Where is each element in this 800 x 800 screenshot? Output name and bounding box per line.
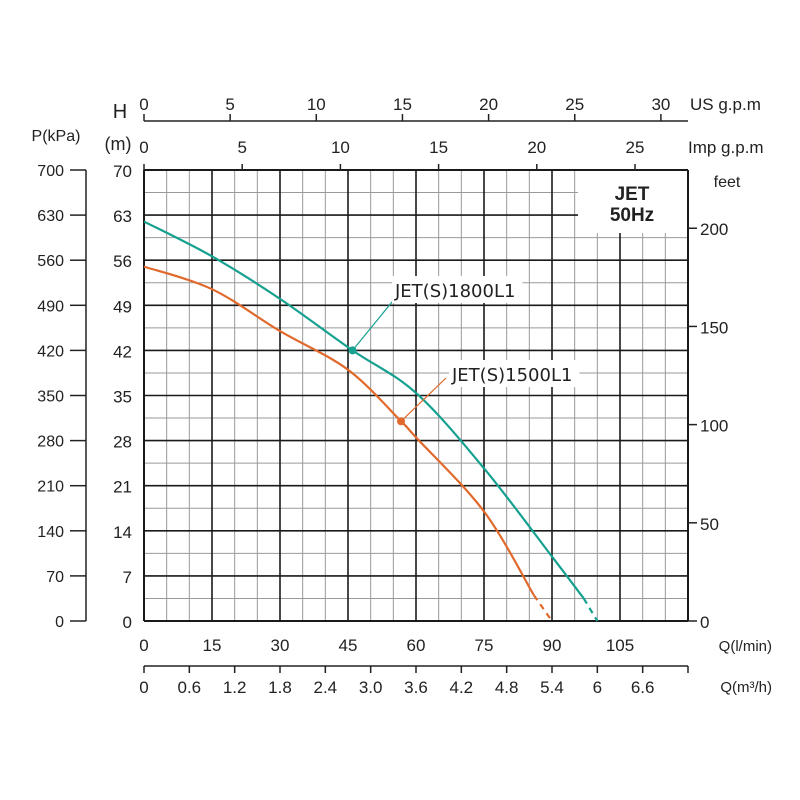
feet-axis-label: feet xyxy=(714,174,741,191)
us-gpm-tick-label: 15 xyxy=(393,95,412,114)
y-tick-label: 0 xyxy=(123,613,132,632)
series-line-jet(s)1500l1 xyxy=(143,265,535,596)
y-tick-label: 14 xyxy=(113,523,132,542)
title-line-1: JET xyxy=(615,184,650,205)
kpa-tick-label: 560 xyxy=(37,253,64,270)
feet-tick-label: 0 xyxy=(700,613,709,632)
y-tick-label: 35 xyxy=(113,388,132,407)
x-tick-label: 60 xyxy=(407,636,426,655)
m3h-tick-label: 0 xyxy=(139,678,148,697)
m3h-tick-label: 6.6 xyxy=(631,678,655,697)
m3h-tick-label: 2.4 xyxy=(314,678,338,697)
imp-gpm-tick-label: 5 xyxy=(237,138,246,157)
y-axis-label-m: (m) xyxy=(105,134,132,154)
us-gpm-tick-label: 20 xyxy=(479,95,498,114)
kpa-tick-label: 70 xyxy=(46,569,64,586)
m3h-tick-label: 6 xyxy=(593,678,602,697)
series-label: JET(S)1500L1 xyxy=(451,365,572,386)
kpa-tick-label: 490 xyxy=(37,298,64,315)
y-tick-label: 21 xyxy=(113,478,132,497)
m3h-tick-label: 4.8 xyxy=(495,678,519,697)
label-leader-line xyxy=(352,301,393,351)
imp-gpm-tick-label: 20 xyxy=(527,138,546,157)
feet-tick-label: 200 xyxy=(700,220,728,239)
kpa-tick-label: 210 xyxy=(37,479,64,496)
us-gpm-tick-label: 30 xyxy=(651,95,670,114)
x-tick-label: 75 xyxy=(475,636,494,655)
x-tick-label: 0 xyxy=(139,636,148,655)
us-gpm-tick-label: 25 xyxy=(565,95,584,114)
series-line-jet(s)1800l1 xyxy=(143,220,585,600)
series-label-bg xyxy=(449,360,580,387)
title-box xyxy=(578,171,687,233)
x-tick-label: 30 xyxy=(271,636,290,655)
x-tick-label: 15 xyxy=(203,636,222,655)
imp-gpm-tick-label: 10 xyxy=(331,138,350,157)
us-gpm-tick-label: 0 xyxy=(139,95,148,114)
kpa-tick-label: 350 xyxy=(37,389,64,406)
feet-tick-label: 100 xyxy=(700,417,728,436)
us-gpm-tick-label: 10 xyxy=(307,95,326,114)
kpa-tick-label: 420 xyxy=(37,343,64,360)
x-tick-label: 45 xyxy=(339,636,358,655)
imp-gpm-tick-label: 15 xyxy=(429,138,448,157)
m3h-tick-label: 4.2 xyxy=(450,678,474,697)
m3h-tick-label: 1.8 xyxy=(268,678,292,697)
m3h-tick-label: 0.6 xyxy=(178,678,202,697)
kpa-tick-label: 280 xyxy=(37,434,64,451)
title-line-2: 50Hz xyxy=(610,205,654,226)
m3h-tick-label: 5.4 xyxy=(540,678,564,697)
kpa-tick-label: 700 xyxy=(37,163,64,180)
imp-gpm-tick-label: 0 xyxy=(139,138,148,157)
y-tick-label: 28 xyxy=(113,433,132,452)
m3h-tick-label: 1.2 xyxy=(223,678,247,697)
kpa-tick-label: 0 xyxy=(55,614,64,631)
kpa-tick-label: 630 xyxy=(37,208,64,225)
x-axis-label: Q(l/min) xyxy=(719,638,772,655)
x-tick-label: 105 xyxy=(606,636,634,655)
y-axis-label-h: H xyxy=(113,101,127,123)
imp-gpm-tick-label: 25 xyxy=(626,138,645,157)
series-label: JET(S)1800L1 xyxy=(394,281,515,302)
feet-tick-label: 50 xyxy=(700,515,719,534)
m3h-tick-label: 3.6 xyxy=(404,678,428,697)
feet-tick-label: 150 xyxy=(700,318,728,337)
y-tick-label: 42 xyxy=(113,342,132,361)
m3h-tick-label: 3.0 xyxy=(359,678,383,697)
us-gpm-tick-label: 5 xyxy=(225,95,234,114)
x-tick-label: 90 xyxy=(543,636,562,655)
y-tick-label: 70 xyxy=(113,162,132,181)
series-dashed-end xyxy=(532,594,553,622)
series-dashed-end xyxy=(582,597,599,622)
y-tick-label: 63 xyxy=(113,207,132,226)
us-gpm-label: US g.p.m xyxy=(690,95,761,114)
series-label-bg xyxy=(392,276,523,303)
kpa-axis-label: P(kPa) xyxy=(32,128,81,145)
imp-gpm-label: Imp g.p.m xyxy=(688,138,764,157)
y-tick-label: 49 xyxy=(113,297,132,316)
y-tick-label: 7 xyxy=(123,568,132,587)
label-leader-line xyxy=(400,377,447,422)
kpa-tick-label: 140 xyxy=(37,524,64,541)
y-tick-label: 56 xyxy=(113,252,132,271)
m3h-axis-label: Q(m³/h) xyxy=(720,679,772,696)
